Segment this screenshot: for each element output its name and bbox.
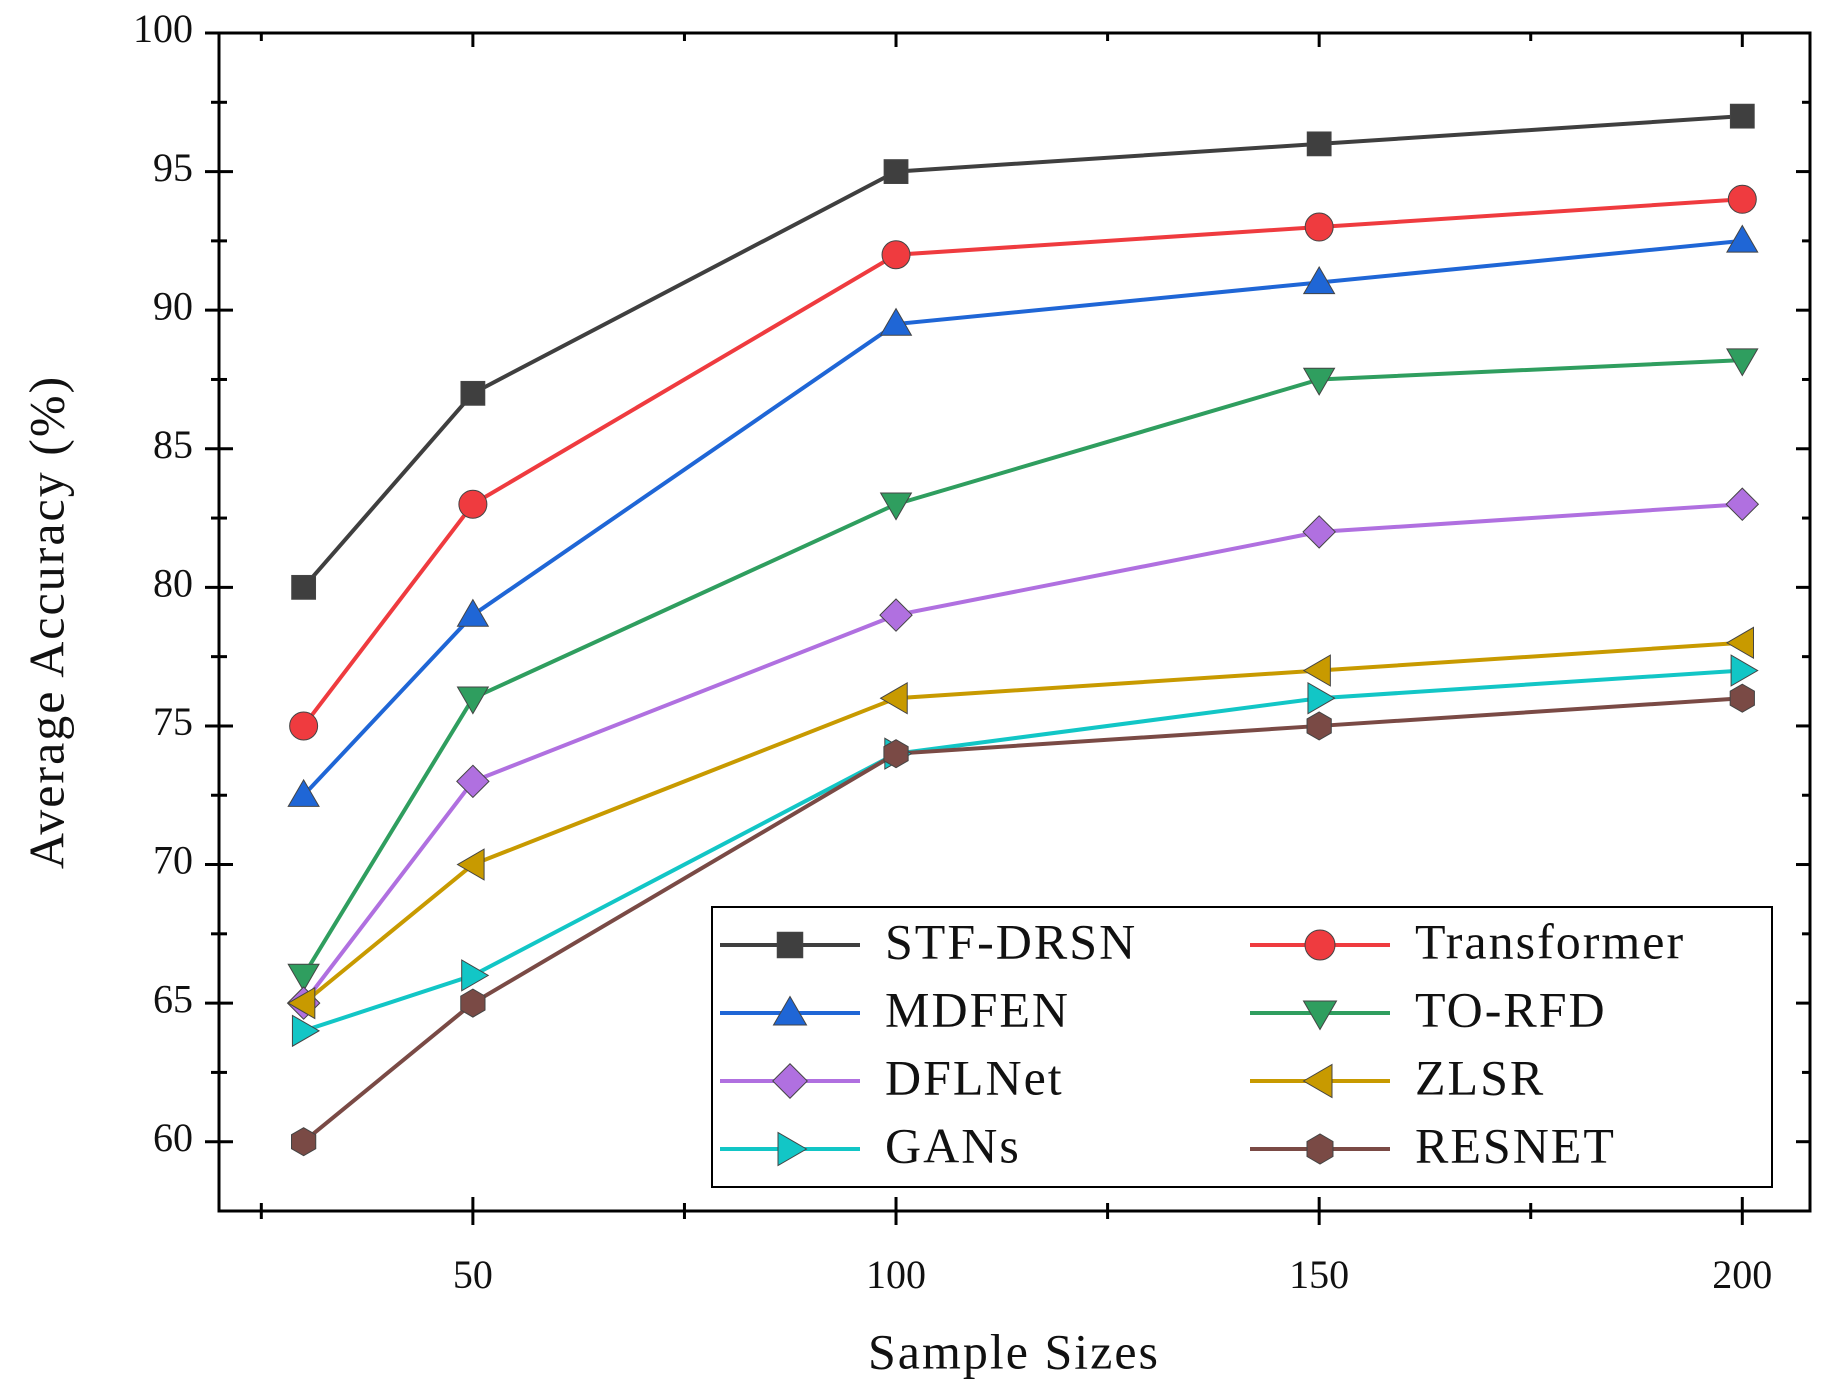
data-point [1729, 683, 1755, 713]
legend-label: DFLNet [885, 1049, 1064, 1105]
data-point [458, 489, 488, 519]
data-point [1306, 711, 1332, 741]
data-point [461, 959, 490, 992]
y-tick-label: 95 [153, 145, 193, 190]
y-tick-label: 75 [153, 699, 193, 744]
legend-marker [1302, 1000, 1338, 1031]
data-point [287, 778, 320, 807]
y-tick-label: 65 [153, 976, 193, 1021]
data-point [287, 986, 316, 1020]
data-point [1729, 103, 1755, 129]
data-point [456, 598, 490, 627]
y-tick-label: 90 [153, 283, 193, 328]
data-point [1725, 487, 1760, 522]
y-tick-label: 100 [133, 6, 193, 51]
data-point [456, 848, 485, 881]
data-point [460, 988, 486, 1018]
legend-marker [772, 1063, 808, 1099]
legend-marker [1306, 1133, 1334, 1165]
data-point [1302, 367, 1336, 396]
y-tick-label: 70 [153, 838, 193, 883]
data-point [883, 159, 909, 184]
legend-label: STF-DRSN [885, 913, 1137, 969]
legend-label: TO-RFD [1415, 981, 1607, 1037]
data-point [460, 380, 486, 406]
data-point [879, 598, 913, 632]
legend-label: RESNET [1415, 1117, 1616, 1173]
x-tick-label: 100 [866, 1252, 926, 1297]
legend-label: MDFEN [885, 981, 1070, 1037]
data-point [456, 764, 490, 799]
series-line [302, 197, 1743, 728]
data-point [1726, 348, 1759, 377]
data-point [291, 1127, 317, 1157]
data-point [879, 681, 908, 715]
y-tick-label: 60 [153, 1115, 193, 1160]
x-tick-label: 150 [1289, 1252, 1349, 1297]
data-point [291, 574, 317, 600]
data-point [883, 739, 909, 769]
data-point [287, 963, 320, 992]
data-point [291, 1014, 321, 1048]
data-point [879, 492, 913, 521]
plot-frame [217, 31, 1812, 1213]
data-point [1304, 212, 1334, 242]
data-point [1302, 654, 1331, 687]
legend-marker [1302, 1063, 1333, 1099]
legend-label: GANs [885, 1117, 1021, 1173]
x-tick-label: 50 [453, 1252, 493, 1297]
legend-label: Transformer [1415, 913, 1685, 969]
legend-box [711, 906, 1773, 1188]
legend-label: ZLSR [1415, 1049, 1545, 1105]
data-point [881, 240, 911, 270]
x-tick-label: 200 [1712, 1252, 1772, 1297]
data-point [1730, 654, 1759, 687]
legend-marker [772, 995, 808, 1026]
data-point [1302, 266, 1336, 295]
data-point [1306, 131, 1332, 157]
legend-marker [776, 931, 804, 959]
data-point [1727, 184, 1757, 214]
data-point [1726, 224, 1759, 253]
data-point [1307, 681, 1336, 715]
y-axis-title: Average Accuracy (%) [18, 375, 74, 869]
legend-marker [777, 1131, 808, 1167]
y-tick-label: 85 [153, 422, 193, 467]
data-point [879, 307, 913, 336]
y-tick-label: 80 [153, 561, 193, 606]
x-axis-title: Sample Sizes [868, 1323, 1160, 1379]
data-point [456, 686, 490, 715]
data-point [1725, 626, 1754, 660]
legend-marker [1304, 929, 1336, 961]
data-point [289, 711, 319, 741]
series-line [301, 358, 1743, 977]
data-point [1302, 515, 1336, 549]
